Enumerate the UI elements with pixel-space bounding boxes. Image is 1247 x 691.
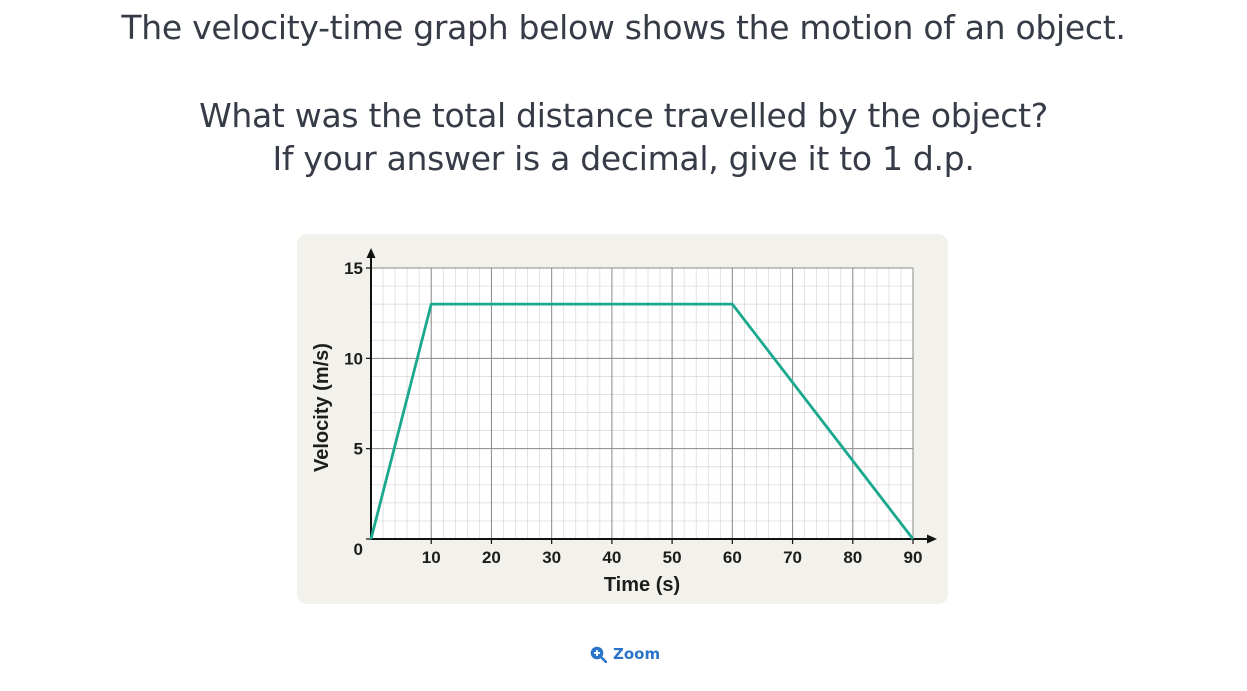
graph-card: 10 20 30 40 50 60 70 80 90 0 5 10 15 Time (s) Veloci… <box>297 234 948 604</box>
x-tick-label: 20 <box>482 548 501 567</box>
question-line-1: The velocity-time graph below shows the … <box>121 8 1126 47</box>
velocity-series-line <box>369 302 915 540</box>
plot-area <box>371 268 913 539</box>
y-tick-label: 15 <box>344 259 363 278</box>
zoom-label: Zoom <box>613 645 661 663</box>
question-line-3: If your answer is a decimal, give it to … <box>272 139 975 178</box>
zoom-button[interactable]: Zoom <box>590 642 660 666</box>
velocity-time-chart: 10 20 30 40 50 60 70 80 90 0 5 10 15 Time (s) Veloci… <box>311 248 937 596</box>
x-tick-label: 80 <box>843 548 862 567</box>
x-axis-label: Time (s) <box>604 574 680 596</box>
zoom-in-icon <box>590 646 607 663</box>
y-tick-label: 10 <box>344 349 363 368</box>
x-tick-label: 10 <box>422 548 441 567</box>
x-tick-label: 50 <box>663 548 682 567</box>
x-tick-label: 70 <box>783 548 802 567</box>
y-axis-label: Velocity (m/s) <box>311 343 333 472</box>
x-tick-label: 40 <box>602 548 621 567</box>
x-tick-label: 90 <box>904 548 923 567</box>
y-axis-arrow <box>366 248 376 258</box>
x-tick-label: 60 <box>723 548 742 567</box>
x-axis-arrow <box>927 534 937 544</box>
question-line-2: What was the total distance travelled by… <box>199 96 1048 135</box>
y-tick-label: 5 <box>354 440 363 459</box>
y-tick-label: 0 <box>354 540 363 559</box>
x-tick-label: 30 <box>542 548 561 567</box>
